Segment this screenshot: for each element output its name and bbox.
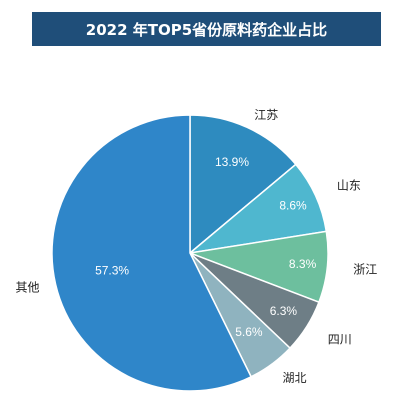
category-label-4: 四川 xyxy=(328,332,352,346)
pie-slice-1 xyxy=(189,114,297,255)
percent-labels: 13.9% 8.6% 8.3% 6.3% 5.6% 57.3% xyxy=(95,155,317,339)
category-label-6: 其他 xyxy=(15,281,39,295)
pie-slice-6 xyxy=(51,114,253,392)
percent-label-1: 13.9% xyxy=(215,155,249,169)
percent-label-2: 8.6% xyxy=(279,198,307,212)
category-label-5: 湖北 xyxy=(283,370,307,385)
chart-title: 2022 年TOP5省份原料药企业占比 xyxy=(32,12,381,46)
percent-label-3: 8.3% xyxy=(289,257,317,271)
percent-label-5: 5.6% xyxy=(235,325,263,339)
category-label-3: 浙江 xyxy=(353,263,377,277)
percent-label-6: 57.3% xyxy=(95,263,129,277)
pie-slices xyxy=(51,114,329,392)
category-label-2: 山东 xyxy=(337,179,361,193)
percent-label-4: 6.3% xyxy=(270,304,298,318)
category-label-1: 江苏 xyxy=(254,108,278,122)
